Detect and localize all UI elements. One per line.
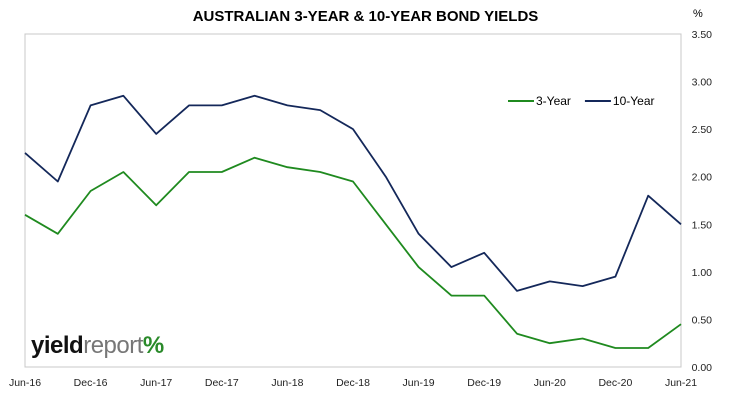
x-tick-label: Jun-16 bbox=[9, 377, 41, 389]
chart-title: AUSTRALIAN 3-YEAR & 10-YEAR BOND YIELDS bbox=[192, 8, 539, 25]
y-tick-label: 1.00 bbox=[692, 267, 713, 279]
legend-label-10-year: 10-Year bbox=[613, 94, 655, 108]
plot-area bbox=[24, 33, 682, 368]
y-tick-label: 0.00 bbox=[692, 362, 713, 374]
y-tick-label: 1.50 bbox=[692, 219, 713, 231]
series-line-3-year bbox=[24, 156, 682, 349]
y-tick-label: 0.50 bbox=[692, 314, 713, 326]
x-tick-label: Jun-20 bbox=[534, 377, 566, 389]
x-tick-label: Dec-19 bbox=[467, 377, 501, 389]
logo-text-light: report bbox=[83, 332, 143, 359]
x-tick-label: Dec-17 bbox=[205, 377, 239, 389]
x-tick-label: Jun-17 bbox=[140, 377, 172, 389]
yieldreport-logo: yieldreport% bbox=[31, 334, 164, 358]
y-tick-label: 2.00 bbox=[692, 172, 713, 184]
x-tick-label: Dec-20 bbox=[598, 377, 632, 389]
x-tick-label: Jun-18 bbox=[271, 377, 303, 389]
x-tick-label: Dec-18 bbox=[336, 377, 370, 389]
y-axis-unit: % bbox=[693, 8, 703, 20]
legend-label-3-year: 3-Year bbox=[536, 94, 571, 108]
x-tick-label: Jun-21 bbox=[665, 377, 697, 389]
x-tick-label: Dec-16 bbox=[74, 377, 108, 389]
percent-icon: % bbox=[142, 332, 164, 359]
series-line-10-year bbox=[24, 94, 682, 292]
y-tick-label: 3.50 bbox=[692, 29, 713, 41]
logo-text-bold: yield bbox=[31, 332, 84, 359]
x-tick-label: Jun-19 bbox=[403, 377, 435, 389]
y-tick-label: 3.00 bbox=[692, 77, 713, 89]
y-tick-label: 2.50 bbox=[692, 124, 713, 136]
